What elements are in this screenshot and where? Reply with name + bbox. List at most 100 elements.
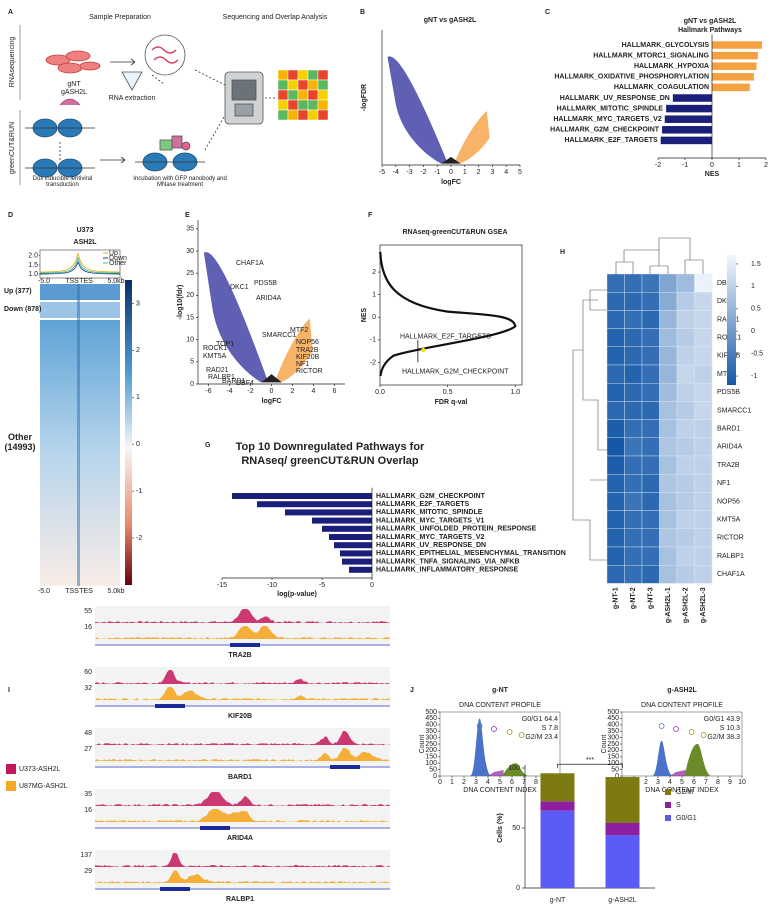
signal-track xyxy=(95,853,390,867)
row-label: BARD1 xyxy=(717,426,740,433)
heatmap-cell xyxy=(606,328,625,348)
heatmap-cell xyxy=(659,437,678,457)
schematic xyxy=(19,25,329,185)
x-tick-label: TES xyxy=(79,278,93,285)
column-label: g-NT-2 xyxy=(630,587,637,609)
heatmap-cell xyxy=(641,565,660,584)
highlight-point xyxy=(421,347,426,353)
category-label: HALLMARK_UV_RESPONSE_DN xyxy=(376,542,486,549)
step-label: Dox inducible lentiviral transduction xyxy=(32,176,93,188)
panel-letter: A xyxy=(8,9,13,16)
x-tick-label: 6 xyxy=(510,779,514,786)
heatmap-cell xyxy=(624,510,643,530)
y-tick-label: 500 xyxy=(607,709,619,716)
y-tick-label: 150 xyxy=(607,754,619,761)
point-cloud xyxy=(441,156,461,164)
legend-swatch xyxy=(665,815,671,821)
category-label: HALLMARK_MYC_TARGETS_V1 xyxy=(376,517,484,524)
y-tick-label: 50 xyxy=(429,766,437,773)
x-tick-label: 0 xyxy=(710,162,714,169)
stat-label: G2/M 23.4 xyxy=(525,734,558,741)
heatmap-cell xyxy=(624,310,643,329)
sample-label: gNT xyxy=(67,81,81,88)
colorbar-tick-label: 1.5 xyxy=(751,261,761,268)
heatmap-cell xyxy=(624,492,643,511)
heatmap-cell xyxy=(676,510,695,530)
legend-label: G2/M xyxy=(676,789,693,796)
x-tick-label: 4 xyxy=(504,169,508,176)
x-tick-label: 4 xyxy=(486,779,490,786)
heatmap-cell xyxy=(606,492,625,511)
x-tick-label: 5 xyxy=(518,169,522,176)
heatmap-cell xyxy=(659,383,678,402)
heatmap-cell xyxy=(676,546,695,566)
heatmap-cell xyxy=(641,383,660,402)
heatmap-cell xyxy=(676,273,695,293)
colorbar-tick-label: 0.5 xyxy=(751,306,761,313)
x-tick-label: -1 xyxy=(682,162,688,169)
histogram-fill xyxy=(470,718,492,776)
bar xyxy=(664,115,712,123)
category-label: HALLMARK_MITOTIC_SPINDLE xyxy=(557,105,664,112)
legend-swatch xyxy=(6,764,16,774)
x-axis-label: NES xyxy=(705,171,720,178)
gene-exon xyxy=(230,643,260,647)
category-label: HALLMARK_E2F_TARGETS xyxy=(564,137,658,144)
chart-title: gNT vs gASH2L xyxy=(684,18,737,25)
gene-annotation: MTF2 xyxy=(290,327,308,334)
x-tick-label: 1.0 xyxy=(510,389,520,396)
panel-letter: D xyxy=(8,212,13,219)
x-tick-label: 2 xyxy=(764,162,768,169)
legend-swatch xyxy=(6,781,16,791)
y-tick-label: 0 xyxy=(190,381,194,388)
heatmap-cell xyxy=(659,455,678,475)
gate-handle xyxy=(658,723,665,729)
x-tick-label: 6 xyxy=(692,779,696,786)
heatmap-cell xyxy=(624,401,643,420)
bar xyxy=(342,558,372,565)
plot-frame xyxy=(621,711,743,777)
heatmap-cell xyxy=(694,546,713,566)
y-axis-label: Count xyxy=(601,735,608,754)
heatmap-cell xyxy=(659,565,678,584)
category-label: HALLMARK_HYPOXIA xyxy=(634,63,709,70)
x-tick-label: 8 xyxy=(716,779,720,786)
x-tick-label: 4 xyxy=(312,388,316,395)
heatmap-cell xyxy=(676,565,695,584)
row-label: PDS5B xyxy=(717,389,740,396)
x-axis-label: logFC xyxy=(441,179,461,186)
row-label: NF1 xyxy=(717,480,730,487)
stat-label: G0/G1 64.4 xyxy=(522,716,558,723)
track-scale: 27 xyxy=(84,746,92,753)
heatmap-cell xyxy=(694,474,713,493)
y-tick-label: 10 xyxy=(186,337,194,344)
y-tick-label: 2.0 xyxy=(28,252,38,259)
gate-handle xyxy=(506,729,513,735)
x-tick-label: -2 xyxy=(655,162,661,169)
y-tick-label: 0 xyxy=(372,314,376,321)
x-tick-label: 1 xyxy=(463,169,467,176)
dendrogram xyxy=(615,237,704,274)
x-tick-label: TSS xyxy=(65,588,79,595)
heatmap-cell xyxy=(641,455,660,475)
gene-annotation: TOP1 xyxy=(216,341,234,348)
heatmap-cell xyxy=(624,565,643,584)
column-label: g-ASH2L-1 xyxy=(665,587,672,623)
heatmap-cell xyxy=(676,419,695,439)
x-tick-label: 0.0 xyxy=(375,389,385,396)
heatmap-cell xyxy=(694,346,713,366)
heatmap-cell xyxy=(606,419,625,439)
heatmap-cell xyxy=(641,364,660,384)
x-tick-label: 0.5 xyxy=(443,389,453,396)
x-tick-label: 0 xyxy=(438,779,442,786)
heatmap-cell xyxy=(676,474,695,493)
heatmap-cell xyxy=(676,364,695,384)
gene-annotation: ROCK1 xyxy=(203,345,227,352)
heatmap-cell xyxy=(694,310,713,329)
heatmap-cell xyxy=(641,310,660,329)
gate-handle xyxy=(491,726,497,732)
gate-handle xyxy=(476,723,483,729)
heatmap-cell xyxy=(676,310,695,329)
y-tick-label: 50 xyxy=(512,825,520,832)
